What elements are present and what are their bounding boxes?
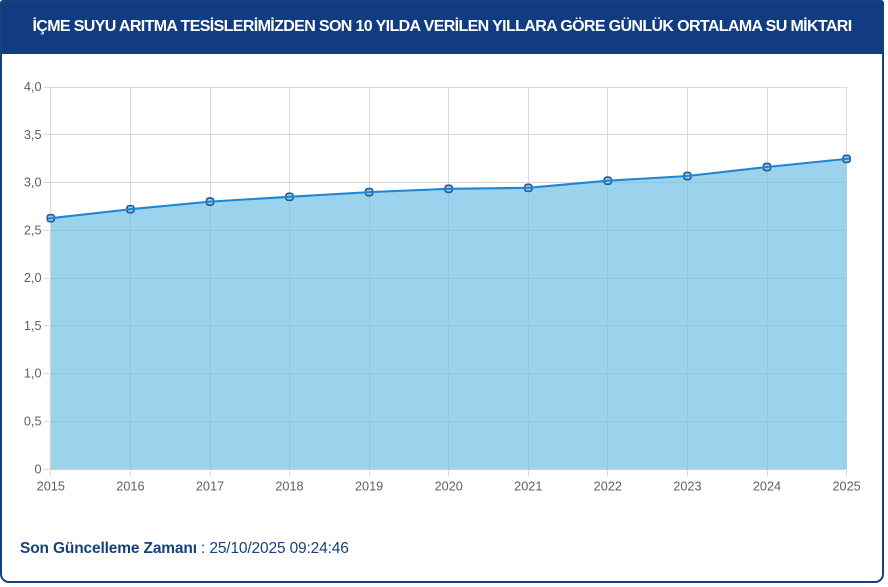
svg-text:2023: 2023 bbox=[673, 480, 701, 494]
svg-text:3,0: 3,0 bbox=[24, 176, 42, 190]
svg-text:2022: 2022 bbox=[594, 480, 622, 494]
svg-text:2018: 2018 bbox=[275, 480, 303, 494]
svg-text:2016: 2016 bbox=[116, 480, 144, 494]
svg-text:1,5: 1,5 bbox=[24, 319, 42, 333]
svg-text:2017: 2017 bbox=[196, 480, 224, 494]
svg-text:0: 0 bbox=[34, 462, 41, 476]
svg-text:3,5: 3,5 bbox=[24, 128, 42, 142]
svg-text:2019: 2019 bbox=[355, 480, 383, 494]
svg-text:2024: 2024 bbox=[753, 480, 781, 494]
svg-text:1,0: 1,0 bbox=[24, 367, 42, 381]
svg-text:4,0: 4,0 bbox=[24, 80, 42, 94]
svg-text:2021: 2021 bbox=[514, 480, 542, 494]
svg-text:2,5: 2,5 bbox=[24, 223, 42, 237]
svg-text:2025: 2025 bbox=[832, 480, 860, 494]
svg-text:0,5: 0,5 bbox=[24, 415, 42, 429]
svg-text:2,0: 2,0 bbox=[24, 271, 42, 285]
svg-text:2015: 2015 bbox=[37, 480, 65, 494]
svg-text:2020: 2020 bbox=[435, 480, 463, 494]
